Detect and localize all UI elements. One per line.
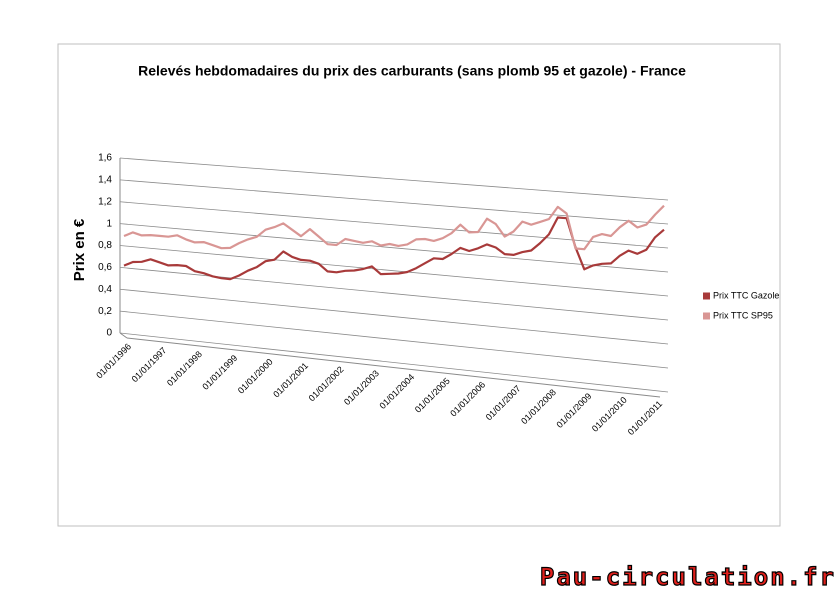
grid-line: [119, 179, 669, 225]
y-axis-label: Prix en €: [71, 218, 88, 281]
floor-front: [126, 337, 661, 398]
y-tick-label: 1,2: [98, 196, 112, 207]
legend-label: Prix TTC SP95: [713, 310, 773, 320]
y-tick-label: 0: [106, 328, 112, 339]
grid-line: [119, 201, 669, 249]
y-tick-label: 1,4: [98, 175, 112, 186]
grid-line: [119, 288, 669, 345]
legend-label: Prix TTC Gazole: [713, 290, 779, 300]
y-tick-label: 0,2: [98, 306, 112, 317]
y-tick-label: 0,4: [98, 284, 112, 295]
grid-line: [119, 310, 669, 369]
series-line: [123, 204, 665, 251]
chart-frame: [57, 43, 781, 527]
grid-line: [119, 245, 669, 297]
watermark: Pau-circulation.fr: [540, 563, 836, 591]
legend-swatch: [703, 292, 710, 300]
grid-line: [119, 332, 669, 393]
grid-line: [119, 223, 669, 273]
y-tick-label: 1,6: [98, 153, 112, 164]
y-tick-label: 0,6: [98, 262, 112, 273]
grid-line: [119, 157, 669, 201]
y-tick-label: 1: [106, 218, 112, 229]
legend-swatch: [703, 312, 710, 320]
y-tick-label: 0,8: [98, 240, 112, 251]
chart-title: Relevés hebdomadaires du prix des carbur…: [138, 63, 686, 79]
floor-left: [119, 332, 128, 339]
